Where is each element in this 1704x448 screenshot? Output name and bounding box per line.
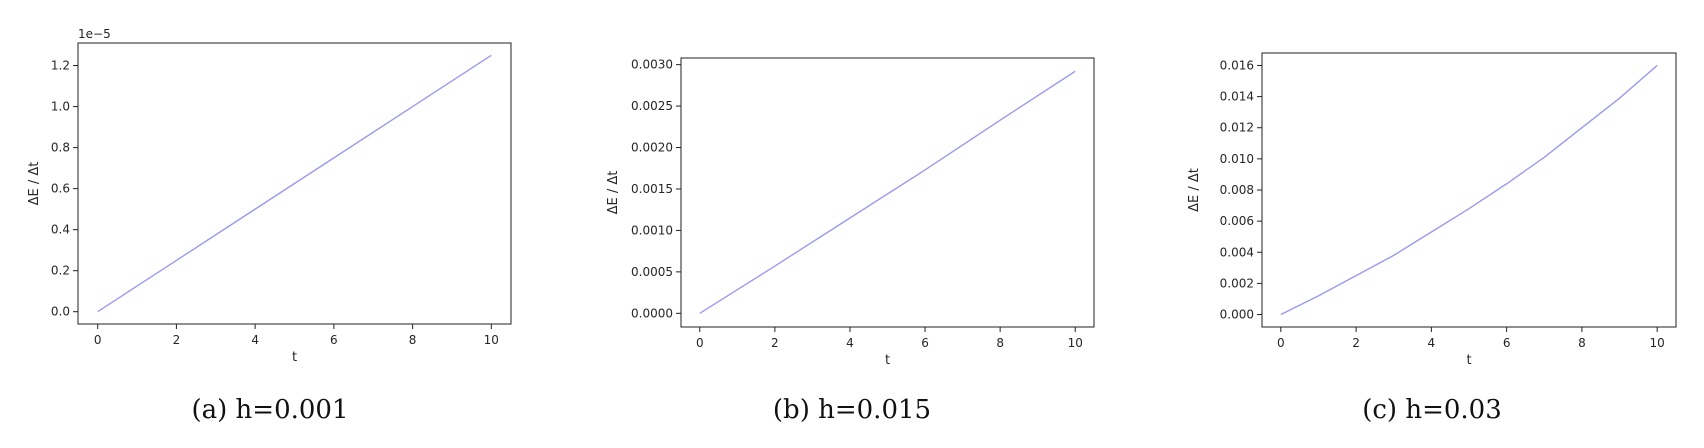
x-tick-label: 10 — [1068, 336, 1083, 350]
x-axis-label: t — [292, 350, 297, 365]
y-tick-label: 0.016 — [1220, 58, 1254, 72]
y-axis-label: ΔE / Δt — [606, 171, 621, 215]
y-tick-label: 0.0015 — [631, 182, 673, 196]
x-tick-label: 10 — [484, 333, 499, 347]
y-tick-label: 0.6 — [51, 182, 70, 196]
subfigure-caption: (c) h=0.03 — [1362, 395, 1502, 425]
y-axis-label: ΔE / Δt — [1187, 168, 1202, 212]
x-tick-label: 10 — [1650, 336, 1665, 350]
y-tick-label: 0.010 — [1220, 152, 1254, 166]
y-offset-label: 1e−5 — [78, 27, 111, 41]
y-tick-label: 0.8 — [51, 141, 70, 155]
x-tick-label: 8 — [1578, 336, 1586, 350]
y-tick-label: 1.0 — [51, 100, 70, 114]
x-tick-label: 8 — [409, 333, 417, 347]
y-tick-label: 0.000 — [1220, 308, 1254, 322]
y-tick-label: 0.0 — [51, 305, 70, 319]
y-tick-label: 0.002 — [1220, 276, 1254, 290]
y-tick-label: 0.0000 — [631, 306, 673, 320]
y-tick-label: 0.0005 — [631, 265, 673, 279]
x-axis-label: t — [885, 353, 890, 368]
x-axis-label: t — [1466, 353, 1471, 368]
x-tick-label: 2 — [1352, 336, 1360, 350]
subplot-3: 0 2 4 6 8 10 0.000 0.002 0.004 0.006 0.008 0.010 0.0… — [1187, 52, 1677, 425]
x-tick-label: 2 — [771, 336, 779, 350]
y-tick-label: 0.012 — [1220, 121, 1254, 135]
y-tick-label: 0.0010 — [631, 223, 673, 237]
y-tick-label: 0.0020 — [631, 141, 673, 155]
x-tick-label: 4 — [846, 336, 854, 350]
y-tick-label: 0.006 — [1220, 214, 1254, 228]
y-tick-label: 0.0030 — [631, 58, 673, 72]
series-line — [97, 54, 492, 313]
y-tick-label: 0.2 — [51, 264, 70, 278]
x-tick-label: 4 — [251, 333, 259, 347]
x-tick-label: 0 — [94, 333, 102, 347]
x-tick-label: 0 — [1277, 336, 1285, 350]
plot-frame — [680, 57, 1095, 328]
y-tick-label: 0.008 — [1220, 183, 1254, 197]
y-tick-label: 0.4 — [51, 223, 70, 237]
series-line — [699, 70, 1076, 314]
y-axis-label: ΔE / Δt — [27, 162, 42, 206]
x-tick-label: 4 — [1428, 336, 1436, 350]
y-tick-label: 0.004 — [1220, 245, 1254, 259]
series-line — [1280, 64, 1658, 316]
subfigure-caption: (a) h=0.001 — [191, 395, 348, 425]
y-tick-label: 0.0025 — [631, 99, 673, 113]
x-tick-label: 6 — [921, 336, 929, 350]
y-tick-label: 1.2 — [51, 59, 70, 73]
x-tick-label: 6 — [330, 333, 338, 347]
subplot-2: 0 2 4 6 8 10 0.0000 0.0005 0.0010 0.0015 0.0020 0.0… — [606, 57, 1095, 425]
x-tick-label: 8 — [996, 336, 1004, 350]
x-tick-label: 0 — [696, 336, 704, 350]
subplot-1: 0 2 4 6 8 10 0.0 0.2 0.4 0.6 0.8 1.0 1.2 1e−5 t ΔE / Δt… — [27, 27, 512, 425]
subfigure-caption: (b) h=0.015 — [773, 395, 931, 425]
plot-frame — [1261, 52, 1677, 328]
y-tick-label: 0.014 — [1220, 90, 1254, 104]
x-tick-label: 6 — [1503, 336, 1511, 350]
plot-frame — [77, 42, 512, 325]
x-tick-label: 2 — [173, 333, 181, 347]
